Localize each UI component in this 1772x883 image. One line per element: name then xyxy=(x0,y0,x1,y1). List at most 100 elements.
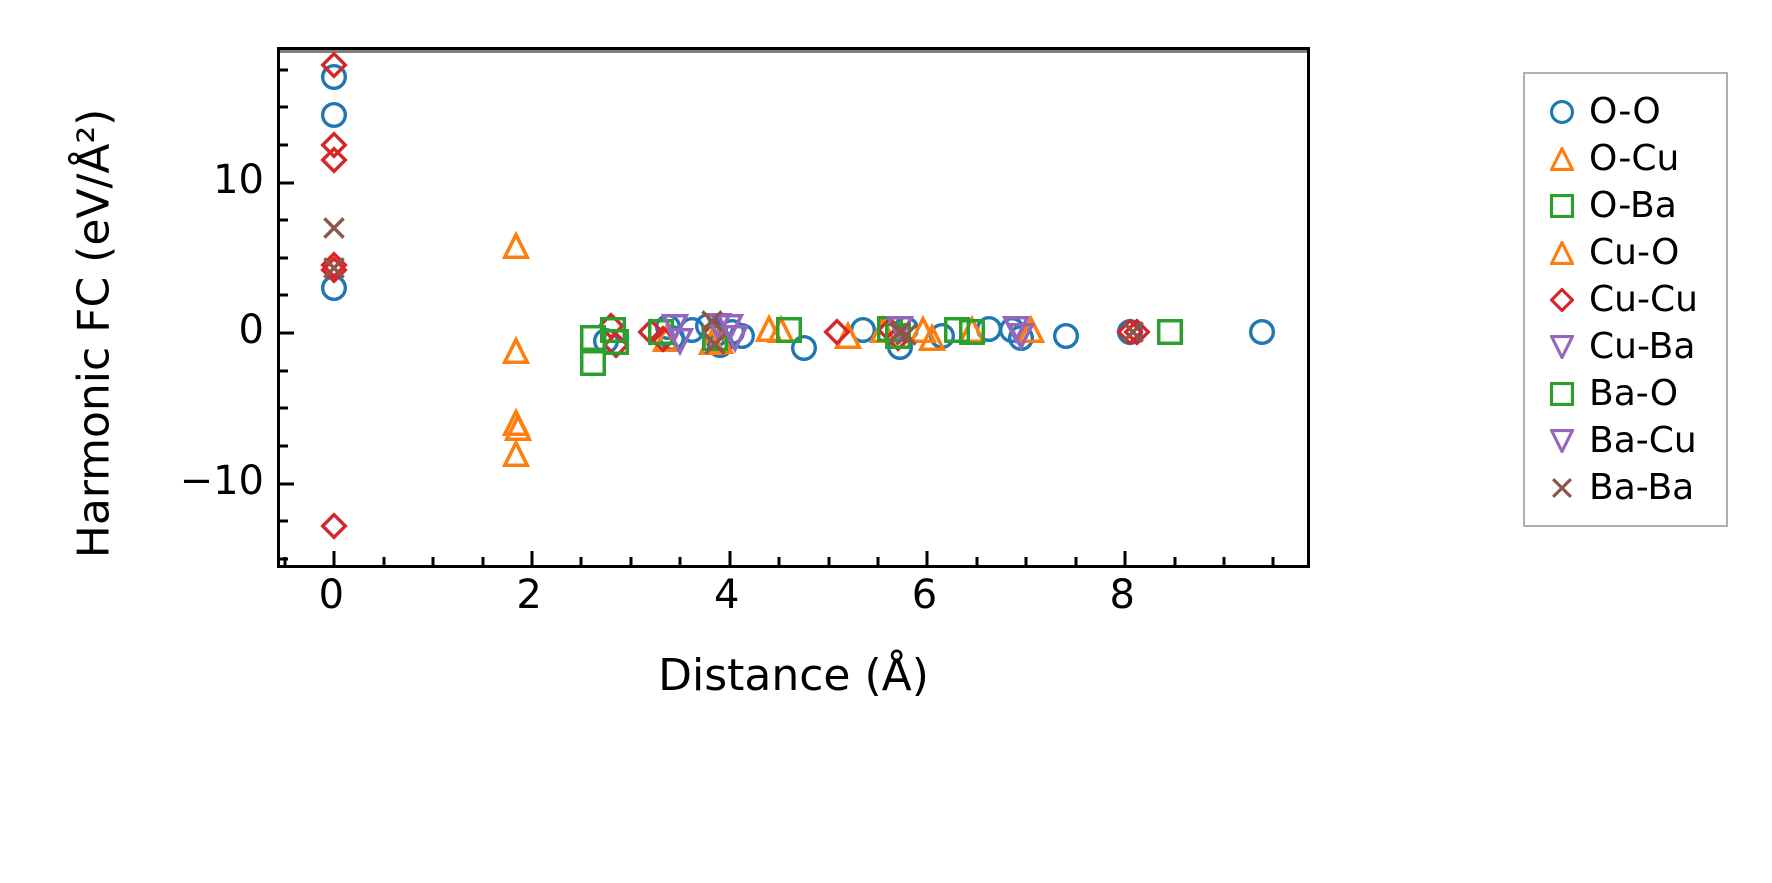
data-point-cu-cu xyxy=(320,131,349,159)
data-point-ba-o xyxy=(580,350,607,377)
legend-item-ba-cu[interactable]: Ba-Cu xyxy=(1535,417,1716,464)
legend-item-label: Ba-Ba xyxy=(1589,466,1695,508)
data-point-o-cu xyxy=(697,327,727,356)
data-point-o-o xyxy=(659,324,686,351)
data-point-ba-o xyxy=(580,324,607,351)
x-tick-minor xyxy=(579,557,583,565)
data-point-cu-ba xyxy=(1002,315,1031,344)
data-point-o-cu xyxy=(834,321,863,350)
data-point-cu-cu xyxy=(884,323,912,352)
data-point-cu-cu xyxy=(320,251,349,280)
zero-reference-line xyxy=(280,50,1307,53)
data-point-o-cu xyxy=(767,314,796,344)
data-point-o-o xyxy=(929,323,956,350)
data-point-o-cu xyxy=(502,438,531,467)
data-point-o-ba xyxy=(776,317,803,344)
data-point-o-o xyxy=(321,101,348,128)
legend-item-label: O-Cu xyxy=(1589,137,1680,179)
data-point-o-o xyxy=(850,317,877,344)
data-point-o-ba xyxy=(884,323,911,350)
y-tick-label: −10 xyxy=(179,457,264,504)
x-tick-minor xyxy=(1222,557,1226,565)
data-point-o-cu xyxy=(504,412,533,441)
data-point-cu-cu xyxy=(1116,317,1144,346)
legend-item-ba-ba[interactable]: Ba-Ba xyxy=(1535,464,1716,511)
triangle-down-icon xyxy=(1535,334,1589,359)
data-point-cu-cu xyxy=(320,256,349,284)
data-point-cu-o xyxy=(868,314,898,344)
data-point-cu-cu xyxy=(597,311,625,340)
data-point-o-o xyxy=(1117,318,1144,345)
y-tick-minor xyxy=(280,218,288,222)
legend-item-cu-o[interactable]: Cu-O xyxy=(1535,229,1716,276)
x-tick-minor xyxy=(431,557,435,565)
legend-item-cu-cu[interactable]: Cu-Cu xyxy=(1535,276,1716,323)
data-point-ba-cu xyxy=(885,315,914,344)
circle-icon xyxy=(1535,99,1589,124)
data-point-ba-o xyxy=(884,323,911,350)
y-tick-minor xyxy=(280,406,288,410)
x-tick-minor xyxy=(1074,557,1078,565)
data-point-cu-cu xyxy=(320,146,349,174)
data-point-o-cu xyxy=(957,314,986,344)
legend-item-o-ba[interactable]: O-Ba xyxy=(1535,182,1716,229)
data-point-ba-ba xyxy=(702,331,728,357)
legend-item-o-o[interactable]: O-O xyxy=(1535,88,1716,135)
x-tick-minor xyxy=(481,557,485,565)
data-point-ba-cu xyxy=(715,314,744,343)
x-tick-minor xyxy=(1271,557,1275,565)
data-point-ba-o xyxy=(603,329,630,356)
y-tick-major xyxy=(280,331,294,335)
x-tick-minor xyxy=(678,557,682,565)
data-point-o-o xyxy=(728,323,755,350)
data-point-o-o xyxy=(1052,323,1079,350)
data-point-cu-ba xyxy=(720,324,749,353)
data-point-ba-o xyxy=(776,317,803,344)
data-point-o-ba xyxy=(701,324,728,351)
data-point-o-ba xyxy=(580,324,607,351)
x-tick-minor xyxy=(1024,557,1028,565)
legend-item-o-cu[interactable]: O-Cu xyxy=(1535,135,1716,182)
data-point-ba-cu xyxy=(666,327,695,356)
x-tick-minor xyxy=(283,557,287,565)
data-point-o-ba xyxy=(1156,318,1183,345)
x-tick-minor xyxy=(876,557,880,565)
data-point-cu-o xyxy=(504,412,533,441)
legend-item-label: O-O xyxy=(1589,90,1661,132)
data-point-o-cu xyxy=(868,314,898,344)
data-point-o-o xyxy=(1248,318,1275,345)
data-point-ba-cu xyxy=(1002,315,1031,344)
data-point-o-cu xyxy=(1017,314,1046,344)
x-tick-label: 6 xyxy=(911,572,938,618)
data-point-cu-ba xyxy=(666,327,695,356)
data-point-cu-o xyxy=(651,324,680,353)
data-point-o-o xyxy=(655,314,682,341)
legend-item-label: Ba-O xyxy=(1589,372,1679,414)
legend-item-label: Cu-O xyxy=(1589,231,1680,273)
y-tick-minor xyxy=(280,519,288,523)
data-point-ba-ba xyxy=(321,215,347,241)
data-point-cu-o xyxy=(755,313,784,342)
y-tick-minor xyxy=(280,105,288,109)
legend-item-label: O-Ba xyxy=(1589,184,1677,226)
x-tick-label: 8 xyxy=(1109,572,1135,618)
data-point-cu-ba xyxy=(703,312,732,341)
data-point-ba-ba xyxy=(893,322,919,348)
data-point-cu-ba xyxy=(885,315,914,344)
data-point-cu-cu xyxy=(822,317,851,346)
data-point-cu-cu xyxy=(876,316,904,344)
legend-item-label: Cu-Cu xyxy=(1589,278,1698,320)
x-tick-major xyxy=(530,551,534,565)
data-point-ba-o xyxy=(1156,318,1183,345)
data-point-ba-ba xyxy=(321,255,347,281)
data-point-cu-cu xyxy=(602,331,630,359)
legend-item-cu-ba[interactable]: Cu-Ba xyxy=(1535,323,1716,370)
data-point-cu-o xyxy=(705,325,734,354)
data-point-ba-cu xyxy=(1007,323,1036,352)
data-point-o-o xyxy=(975,315,1002,342)
data-point-o-cu xyxy=(502,230,531,259)
data-point-cu-cu xyxy=(701,319,729,347)
legend-item-label: Ba-Cu xyxy=(1589,419,1697,461)
data-point-o-ba xyxy=(647,318,674,345)
legend-item-ba-o[interactable]: Ba-O xyxy=(1535,370,1716,417)
